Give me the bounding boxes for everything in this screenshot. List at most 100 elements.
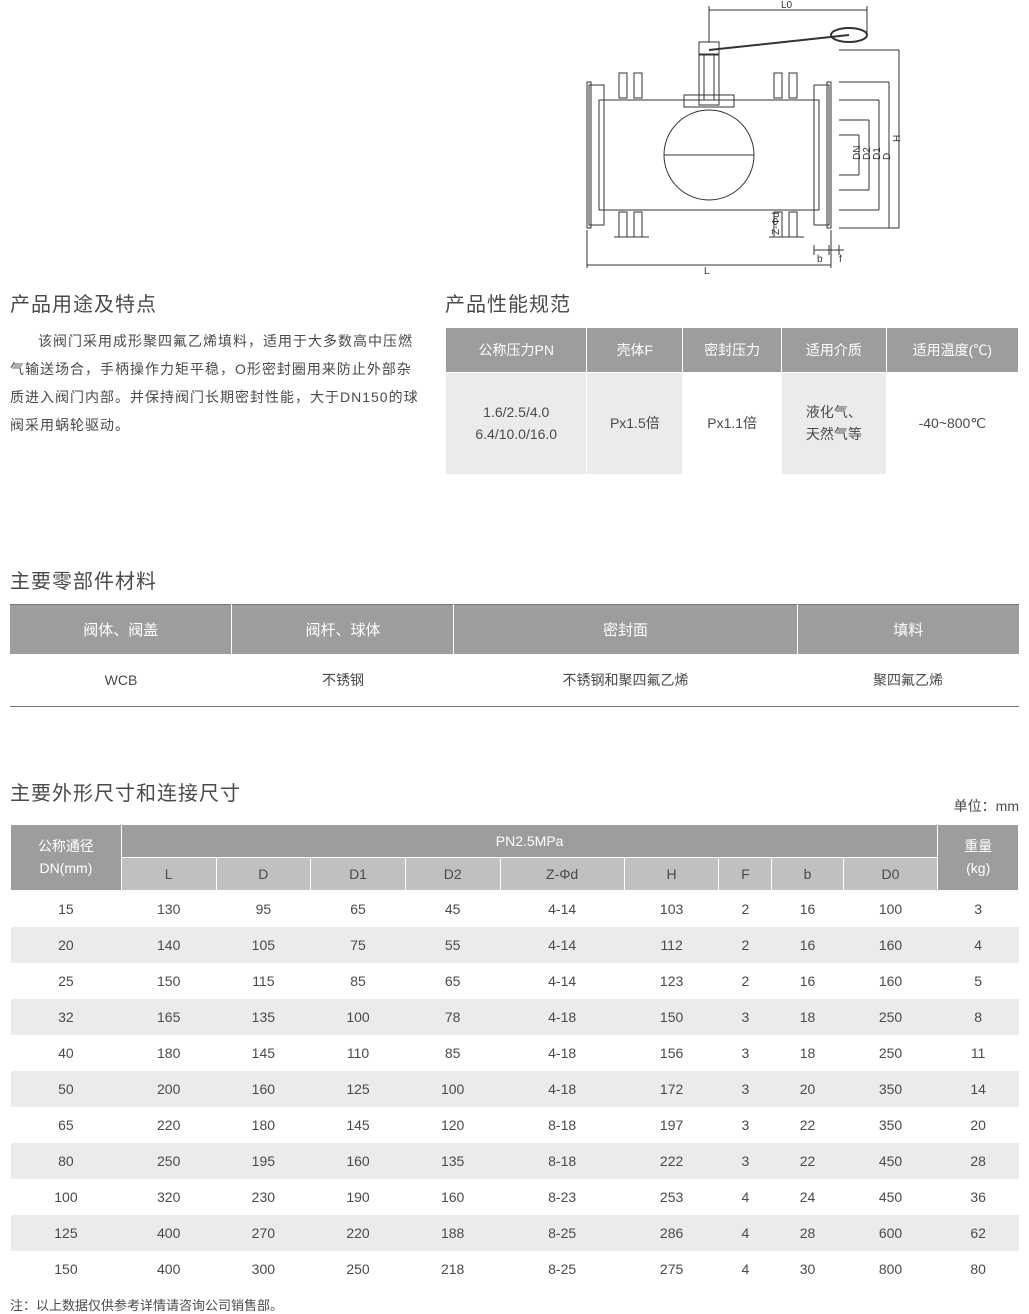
technical-diagram: L0 H D D1 D2 DN Z-Φd b f L <box>10 0 1019 280</box>
perf-cell: 1.6/2.5/4.06.4/10.0/16.0 <box>446 373 587 475</box>
dims-cell: 15 <box>11 890 122 927</box>
dims-cell: 160 <box>843 927 938 963</box>
dims-cell: 45 <box>405 890 500 927</box>
dims-sub-header: b <box>772 857 843 890</box>
dim-label: Z-Φd <box>771 212 782 235</box>
dims-cell: 253 <box>624 1179 719 1215</box>
dims-cell: 8-25 <box>500 1215 624 1251</box>
dims-cell: 100 <box>843 890 938 927</box>
dims-cell: 16 <box>772 927 843 963</box>
dims-cell: 3 <box>719 1035 772 1071</box>
perf-cell: Px1.1倍 <box>683 373 782 475</box>
dims-sub-header: L <box>121 857 216 890</box>
materials-title: 主要零部件材料 <box>10 565 1019 594</box>
dims-cell: 112 <box>624 927 719 963</box>
dims-cell: 450 <box>843 1179 938 1215</box>
dims-cell: 30 <box>772 1251 843 1287</box>
dims-cell: 105 <box>216 927 311 963</box>
table-row: 502001601251004-1817232035014 <box>11 1071 1019 1107</box>
materials-header: 填料 <box>797 604 1019 654</box>
dims-cell: 160 <box>216 1071 311 1107</box>
table-row: 151309565454-141032161003 <box>11 890 1019 927</box>
table-row: 1504003002502188-2527543080080 <box>11 1251 1019 1287</box>
dims-cell: 135 <box>216 999 311 1035</box>
dims-sub-header: F <box>719 857 772 890</box>
dims-cell: 4 <box>719 1251 772 1287</box>
dims-cell: 145 <box>216 1035 311 1071</box>
features-text: 该阀门采用成形聚四氟乙烯填料，适用于大多数高中压燃气输送场合，手柄操作力矩平稳，… <box>10 327 425 439</box>
materials-cell: 不锈钢和聚四氟乙烯 <box>454 654 797 707</box>
dims-cell: 62 <box>938 1215 1019 1251</box>
dims-cell: 100 <box>311 999 406 1035</box>
dims-cell: 5 <box>938 963 1019 999</box>
dims-cell: 24 <box>772 1179 843 1215</box>
dims-cell: 55 <box>405 927 500 963</box>
dims-cell: 156 <box>624 1035 719 1071</box>
dims-cell: 75 <box>311 927 406 963</box>
dims-cell: 218 <box>405 1251 500 1287</box>
dims-cell: 275 <box>624 1251 719 1287</box>
dims-cell: 4-18 <box>500 1071 624 1107</box>
perf-header: 适用介质 <box>782 328 887 373</box>
dims-cell: 150 <box>624 999 719 1035</box>
dims-cell: 320 <box>121 1179 216 1215</box>
dim-label: H <box>892 135 903 142</box>
dims-cell: 4-14 <box>500 927 624 963</box>
dimensions-table: 公称通径DN(mm) PN2.5MPa 重量(kg) LDD1D2Z-ΦdHFb… <box>10 824 1019 1287</box>
performance-table: 公称压力PN壳体F密封压力适用介质适用温度(℃) 1.6/2.5/4.06.4/… <box>445 327 1019 475</box>
dims-cell: 250 <box>843 999 938 1035</box>
materials-header: 阀杆、球体 <box>232 604 454 654</box>
dims-cell: 4-14 <box>500 963 624 999</box>
dims-cell: 270 <box>216 1215 311 1251</box>
dims-cell: 195 <box>216 1143 311 1179</box>
perf-header: 公称压力PN <box>446 328 587 373</box>
dims-cell: 230 <box>216 1179 311 1215</box>
dims-cell: 145 <box>311 1107 406 1143</box>
dims-cell: 20 <box>11 927 122 963</box>
dims-cell: 65 <box>11 1107 122 1143</box>
dims-cell: 3 <box>719 1107 772 1143</box>
dim-label: f <box>839 254 842 265</box>
dims-cell: 50 <box>11 1071 122 1107</box>
dims-cell: 85 <box>311 963 406 999</box>
dim-label: D2 <box>862 147 873 160</box>
dims-cell: 16 <box>772 890 843 927</box>
dims-cell: 300 <box>216 1251 311 1287</box>
dims-cell: 95 <box>216 890 311 927</box>
table-row: 1003202301901608-2325342445036 <box>11 1179 1019 1215</box>
dims-cell: 150 <box>121 963 216 999</box>
dims-cell: 222 <box>624 1143 719 1179</box>
group-header: PN2.5MPa <box>121 824 938 857</box>
dims-cell: 32 <box>11 999 122 1035</box>
table-row: 1254002702201888-2528642860062 <box>11 1215 1019 1251</box>
dims-cell: 400 <box>121 1215 216 1251</box>
dims-cell: 4 <box>719 1215 772 1251</box>
dims-cell: 400 <box>121 1251 216 1287</box>
unit-label: 单位：mm <box>954 796 1019 816</box>
dims-cell: 25 <box>11 963 122 999</box>
dims-cell: 103 <box>624 890 719 927</box>
dim-label: DN <box>852 146 863 160</box>
corner-header: 公称通径DN(mm) <box>11 824 122 890</box>
dims-cell: 2 <box>719 963 772 999</box>
dims-cell: 3 <box>719 999 772 1035</box>
dims-cell: 4-14 <box>500 890 624 927</box>
materials-cell: 聚四氟乙烯 <box>797 654 1019 707</box>
dim-label: D1 <box>872 147 883 160</box>
perf-cell: -40~800℃ <box>886 373 1018 475</box>
dims-cell: 4-18 <box>500 1035 624 1071</box>
table-row: 2515011585654-141232161605 <box>11 963 1019 999</box>
footnote: 注：以上数据仅供参考详情请咨询公司销售部。 <box>10 1295 1019 1314</box>
perf-header: 壳体F <box>587 328 683 373</box>
dims-cell: 250 <box>843 1035 938 1071</box>
dims-cell: 28 <box>938 1143 1019 1179</box>
dims-cell: 160 <box>311 1143 406 1179</box>
dims-cell: 180 <box>216 1107 311 1143</box>
dims-cell: 165 <box>121 999 216 1035</box>
dims-cell: 8-18 <box>500 1143 624 1179</box>
table-row: 40180145110854-1815631825011 <box>11 1035 1019 1071</box>
valve-diagram-svg: L0 H D D1 D2 DN Z-Φd b f L <box>549 0 909 275</box>
dims-cell: 8-25 <box>500 1251 624 1287</box>
features-title: 产品用途及特点 <box>10 288 425 317</box>
performance-title: 产品性能规范 <box>445 288 1019 317</box>
